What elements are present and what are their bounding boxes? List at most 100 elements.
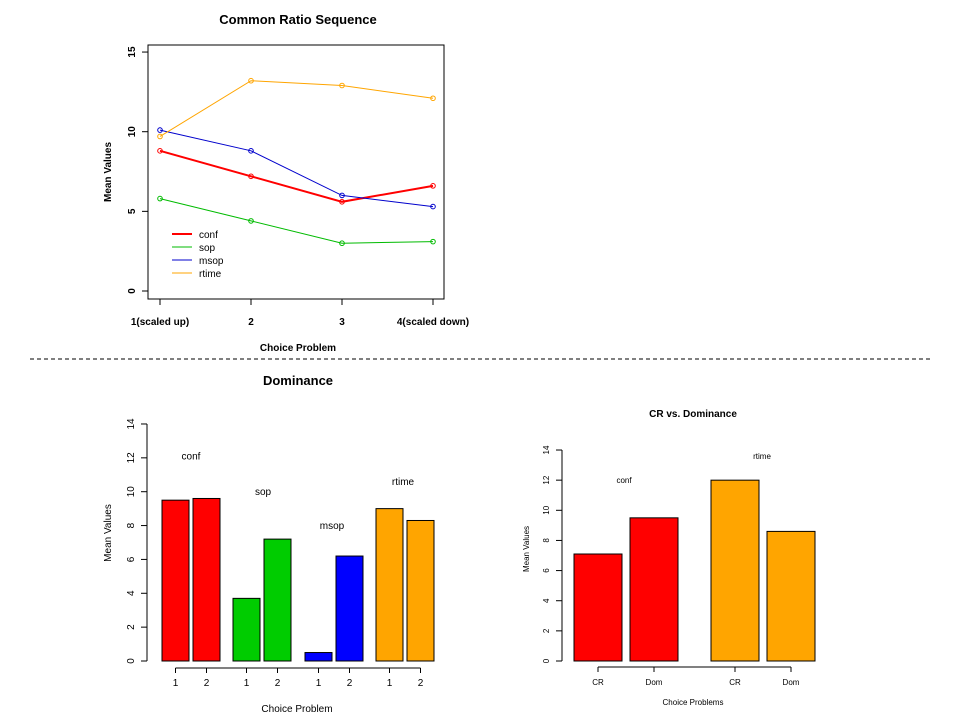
y-tick-label: 0 xyxy=(542,658,551,663)
group-label-sop: sop xyxy=(255,487,272,498)
series-line-sop xyxy=(159,198,434,244)
bar-rtime-1 xyxy=(375,508,404,662)
data-point-msop xyxy=(430,203,436,210)
x-tick-label: Dom xyxy=(783,678,800,687)
x-axis-title: Choice Problems xyxy=(663,698,724,707)
x-axis-title: Choice Problem xyxy=(261,704,332,715)
group-label-rtime: rtime xyxy=(753,452,771,461)
y-tick-label: 12 xyxy=(542,475,551,484)
data-point-conf xyxy=(430,183,436,189)
series-line-msop xyxy=(159,129,434,208)
group-label-conf: conf xyxy=(182,452,201,463)
bar-msop-2 xyxy=(335,555,364,662)
x-tick-label: 1(scaled up) xyxy=(131,317,189,328)
x-tick-label: 2 xyxy=(347,678,353,689)
bar-conf-1 xyxy=(161,499,190,662)
data-point-rtime xyxy=(339,82,345,89)
y-tick-label: 12 xyxy=(126,452,137,464)
bar-conf-dom xyxy=(629,517,679,662)
x-tick-label: Dom xyxy=(646,678,663,687)
bars-layer xyxy=(573,479,816,662)
y-tick-label: 14 xyxy=(126,418,137,430)
x-tick-label: CR xyxy=(729,678,741,687)
y-axis-title: Mean Values xyxy=(103,504,114,562)
data-point-msop xyxy=(248,148,254,154)
data-point-sop xyxy=(157,195,163,202)
series-line-conf xyxy=(159,149,434,203)
bar-conf-cr xyxy=(573,553,623,662)
bar-rtime-cr xyxy=(710,479,760,662)
axes: 1(scaled up) 2 3 4(scaled down) 0 5 10 15 xyxy=(127,46,469,328)
bar-sop-2 xyxy=(263,538,292,662)
data-point-sop xyxy=(339,240,345,247)
y-tick-label: 2 xyxy=(542,628,551,633)
data-point-rtime xyxy=(430,95,436,102)
series-line-rtime xyxy=(159,80,434,137)
group-label-rtime: rtime xyxy=(392,477,415,488)
data-point-msop xyxy=(157,127,163,133)
axes: 0 2 4 6 8 10 12 14 CR Dom CR Dom xyxy=(542,445,800,687)
bar-msop-1 xyxy=(304,652,333,662)
y-tick-label: 4 xyxy=(542,598,551,603)
bar-rtime-dom xyxy=(766,530,816,662)
data-point-rtime xyxy=(157,133,163,140)
bar-rtime-2 xyxy=(406,519,435,662)
x-axis-title: Choice Problem xyxy=(260,343,336,354)
x-tick-label: 1 xyxy=(244,678,250,689)
y-tick-label: 2 xyxy=(126,624,137,630)
data-point-sop xyxy=(430,238,436,245)
y-tick-label: 15 xyxy=(127,46,138,58)
y-tick-label: 6 xyxy=(542,568,551,573)
x-tick-label: 1 xyxy=(173,678,179,689)
cr-vs-dominance-bar-chart: CR vs. Dominance Choice Problems Mean Va… xyxy=(522,409,816,707)
x-tick-label: 2 xyxy=(248,317,254,328)
chart-title: CR vs. Dominance xyxy=(649,409,737,420)
common-ratio-line-chart: Common Ratio Sequence Choice Problem Mea… xyxy=(103,12,469,354)
x-tick-label: CR xyxy=(592,678,604,687)
bar-sop-1 xyxy=(232,597,261,662)
y-tick-label: 10 xyxy=(542,505,551,514)
legend-label-msop: msop xyxy=(199,256,224,267)
y-tick-label: 6 xyxy=(126,556,137,562)
data-point-conf xyxy=(157,148,163,154)
y-tick-label: 14 xyxy=(542,445,551,454)
y-tick-label: 4 xyxy=(126,590,137,596)
group-labels: conf rtime xyxy=(616,452,771,485)
x-tick-label: 1 xyxy=(387,678,393,689)
legend-label-conf: conf xyxy=(199,230,218,241)
x-tick-label: 1 xyxy=(316,678,322,689)
bars-layer xyxy=(161,497,435,662)
x-tick-label: 4(scaled down) xyxy=(397,317,469,328)
x-tick-label: 2 xyxy=(275,678,281,689)
dominance-bar-chart: Dominance Choice Problem Mean Values 0 2 4… xyxy=(103,373,435,715)
data-point-rtime xyxy=(248,77,254,84)
plot-frame xyxy=(147,44,445,300)
chart-title: Common Ratio Sequence xyxy=(219,12,376,27)
chart-title: Dominance xyxy=(263,373,333,388)
y-tick-label: 0 xyxy=(127,288,138,294)
x-tick-label: 3 xyxy=(339,317,345,328)
y-axis-title: Mean Values xyxy=(103,142,114,202)
group-label-conf: conf xyxy=(616,476,632,485)
data-point-sop xyxy=(248,218,254,224)
series-layer xyxy=(157,77,436,247)
data-point-msop xyxy=(339,192,345,199)
x-tick-label: 2 xyxy=(204,678,210,689)
y-tick-label: 8 xyxy=(542,538,551,543)
y-tick-label: 10 xyxy=(126,486,137,498)
group-label-msop: msop xyxy=(320,521,345,532)
group-labels: conf sop msop rtime xyxy=(182,452,415,532)
legend-label-sop: sop xyxy=(199,243,216,254)
y-axis-title: Mean Values xyxy=(522,526,531,572)
y-tick-label: 8 xyxy=(126,522,137,528)
legend-label-rtime: rtime xyxy=(199,269,222,280)
y-tick-label: 5 xyxy=(127,208,138,214)
bar-conf-2 xyxy=(192,497,221,662)
y-tick-label: 10 xyxy=(127,126,138,138)
data-point-conf xyxy=(248,173,254,180)
x-tick-label: 2 xyxy=(418,678,424,689)
y-tick-label: 0 xyxy=(126,658,137,664)
legend: conf sop msop rtime xyxy=(172,230,224,280)
